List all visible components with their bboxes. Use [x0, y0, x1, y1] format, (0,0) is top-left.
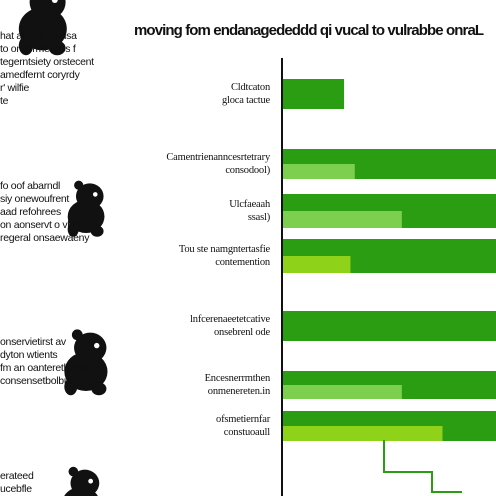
- trend-line: [383, 440, 462, 493]
- side-text-line: aad refohrees: [0, 206, 61, 218]
- side-text-block: hat afonnemadsa to onsermetines f tegernts…: [0, 30, 118, 108]
- side-text-line: r' wilfie: [0, 82, 30, 94]
- category-label-line: contemention: [215, 257, 270, 268]
- category-label-line: ofsmetiernfar: [216, 414, 270, 425]
- side-text-line: erateed: [0, 470, 34, 482]
- side-text-line: fm an oanterethe lsa: [0, 362, 90, 374]
- bar-segment: [282, 385, 402, 399]
- category-label-line: onmenereten.in: [207, 386, 270, 397]
- category-label: Tou ste namgntertasfie contemention: [140, 243, 270, 269]
- category-label: Cldtcaton gloca tactue: [140, 81, 270, 107]
- panda-icon: [64, 329, 108, 396]
- bar-segment: [282, 211, 402, 228]
- side-text-line: dyton wtients: [0, 349, 58, 361]
- bar: [282, 79, 345, 109]
- category-label-line: Encesnerrmthen: [204, 373, 271, 384]
- category-label-line: consodool): [225, 165, 270, 176]
- side-text-line: consensetbolbure: [0, 375, 79, 387]
- panda-icon: [67, 180, 105, 237]
- side-text-line: on aonservt o vhubin: [0, 219, 92, 231]
- category-label: ofsmetiernfar constuoaull: [140, 413, 270, 439]
- side-text-line: ucebfle: [0, 483, 32, 495]
- category-label-line: constuoaull: [223, 427, 270, 438]
- category-label-line: Tou ste namgntertasfie: [178, 244, 270, 255]
- category-label-line: Ulcfaeaah: [229, 199, 270, 210]
- category-label-line: onsebrenl ode: [213, 327, 270, 338]
- category-label: Encesnerrmthen onmenereten.in: [140, 372, 271, 398]
- side-text-line: fo oof abarndl: [0, 180, 61, 192]
- side-text-block: erateed ucebfle: [0, 470, 118, 496]
- chart-title: moving fom endanagededdd qi vucal to vul…: [134, 22, 484, 39]
- category-label-line: ssasl): [247, 212, 270, 223]
- side-text-line: to onsermetines f: [0, 43, 76, 55]
- side-text-line: te: [0, 95, 9, 107]
- category-label-line: lnfcerenaeetetcative: [190, 314, 270, 325]
- bar-segment: [282, 426, 443, 441]
- side-text-line: siy onewoufrent: [0, 193, 70, 205]
- side-text-line: amedfernt coryrdy: [0, 69, 80, 81]
- category-label-line: gloca tactue: [221, 95, 270, 106]
- bar-segment: [282, 256, 351, 273]
- side-text-line: hat afonnemadsa: [0, 30, 77, 42]
- category-label-line: Cldtcaton: [230, 82, 270, 93]
- category-label: Ulcfaeaah ssasl): [140, 198, 270, 224]
- category-label-line: Camentrienanncesrtetrary: [166, 152, 270, 163]
- side-text-line: onservietirst av: [0, 336, 66, 348]
- panda-icon: [64, 466, 100, 496]
- category-label: Camentrienanncesrtetrary consodool): [140, 151, 270, 177]
- side-text-block: onservietirst av dyton wtients fm an oante…: [0, 336, 118, 388]
- bar: [282, 311, 496, 341]
- side-text-line: regeral onsaewaeny: [0, 232, 90, 244]
- side-text-line: tegerntsiety orstecent: [0, 56, 94, 68]
- panda-icon: [18, 0, 67, 56]
- side-text-block: fo oof abarndl siy onewoufrent aad refohre…: [0, 180, 118, 245]
- category-label: lnfcerenaeetetcative onsebrenl ode: [140, 313, 270, 339]
- bar-segment: [282, 164, 355, 179]
